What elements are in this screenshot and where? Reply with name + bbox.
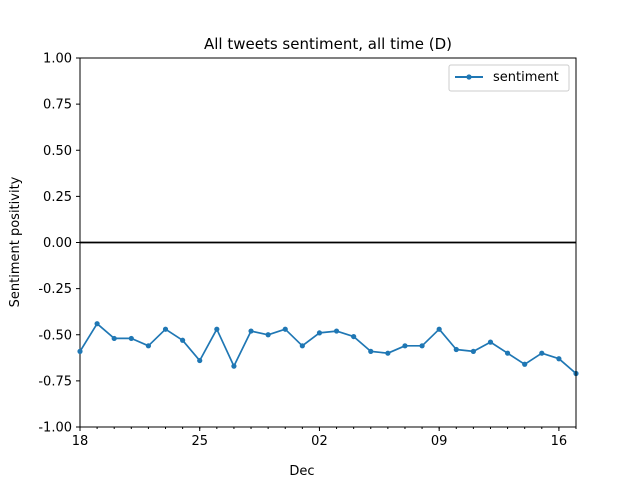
- data-point: [145, 343, 152, 349]
- data-point: [419, 343, 425, 349]
- y-tick-label: 0.75: [43, 98, 72, 113]
- y-tick-label: 1.00: [43, 52, 72, 67]
- x-tick-label: 02: [311, 434, 328, 449]
- x-tick-label: 16: [551, 434, 568, 449]
- y-tick-label: -1.00: [38, 421, 72, 436]
- legend-label: sentiment: [493, 70, 559, 85]
- data-point: [111, 335, 117, 342]
- x-tick-label: 25: [191, 434, 208, 449]
- data-point: [368, 348, 374, 354]
- legend: sentiment: [448, 64, 570, 92]
- data-point: [487, 339, 494, 345]
- y-tick-label: 0.50: [43, 144, 72, 159]
- series-line-sentiment: [79, 322, 577, 375]
- data-point: [385, 350, 391, 356]
- data-point: [539, 350, 545, 356]
- data-point: [162, 326, 169, 332]
- data-point: [556, 356, 562, 362]
- data-point: [128, 335, 134, 342]
- data-point: [180, 337, 186, 343]
- data-point: [470, 348, 476, 354]
- data-point: [282, 326, 288, 332]
- data-point: [333, 328, 340, 334]
- data-point: [402, 343, 408, 349]
- y-tick-label: 0.25: [43, 190, 72, 205]
- y-axis-label: Sentiment positivity: [8, 176, 23, 307]
- data-point: [299, 343, 305, 349]
- x-tick-label: 09: [431, 434, 448, 449]
- x-tick-label: 18: [72, 434, 89, 449]
- data-point: [504, 350, 511, 356]
- data-point: [436, 326, 442, 332]
- chart-title: All tweets sentiment, all time (D): [204, 35, 452, 53]
- data-point: [453, 346, 459, 353]
- data-point: [351, 333, 357, 340]
- data-point: [94, 321, 100, 327]
- data-point: [316, 330, 323, 336]
- data-point: [522, 361, 528, 367]
- x-axis-label: Dec: [289, 464, 314, 479]
- data-point: [197, 357, 203, 364]
- data-point: [77, 348, 83, 354]
- y-tick-label: 0.00: [43, 236, 72, 251]
- y-tick-label: -0.75: [38, 374, 72, 389]
- data-point: [248, 328, 254, 334]
- y-tick-label: -0.50: [38, 328, 72, 343]
- y-tick-label: -0.25: [38, 282, 72, 297]
- legend-frame: [448, 64, 570, 92]
- data-point: [265, 332, 271, 338]
- data-point: [214, 326, 220, 332]
- plot-area: 1.00 0.75 0.50 0.25 0.00 -0.25 -0.50 -0.75 -1.00…: [38, 52, 579, 449]
- data-point: [231, 363, 237, 369]
- legend-marker: [466, 74, 472, 80]
